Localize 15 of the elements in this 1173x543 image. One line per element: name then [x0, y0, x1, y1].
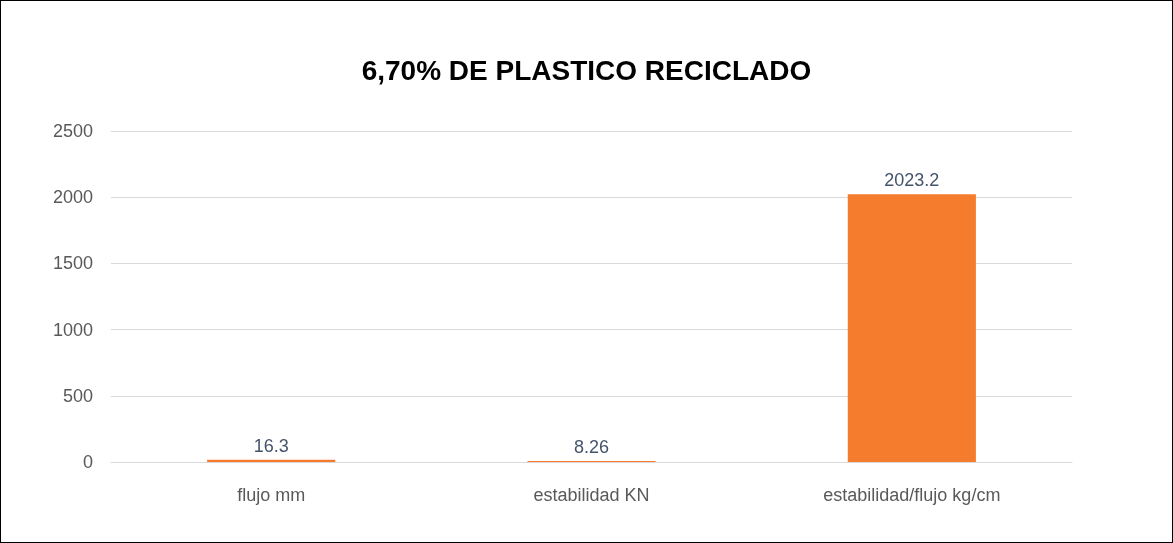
x-tick-label: flujo mm — [237, 485, 306, 505]
y-tick-label: 1000 — [52, 319, 93, 340]
x-tick-label: estabilidad/flujo kg/cm — [823, 485, 1001, 505]
data-label: 16.3 — [253, 435, 289, 456]
data-label: 8.26 — [573, 436, 610, 457]
y-tick-label: 500 — [62, 385, 93, 406]
y-tick-label: 2500 — [52, 121, 93, 141]
x-tick-label: estabilidad KN — [533, 485, 650, 505]
bar — [847, 194, 976, 462]
y-tick-label: 0 — [82, 452, 93, 472]
y-tick-label: 1500 — [52, 253, 93, 274]
bar — [207, 459, 336, 462]
data-label: 2023.2 — [884, 170, 940, 191]
y-tick-label: 2000 — [52, 187, 93, 208]
chart-title: 6,70% DE PLASTICO RECICLADO — [361, 54, 812, 86]
